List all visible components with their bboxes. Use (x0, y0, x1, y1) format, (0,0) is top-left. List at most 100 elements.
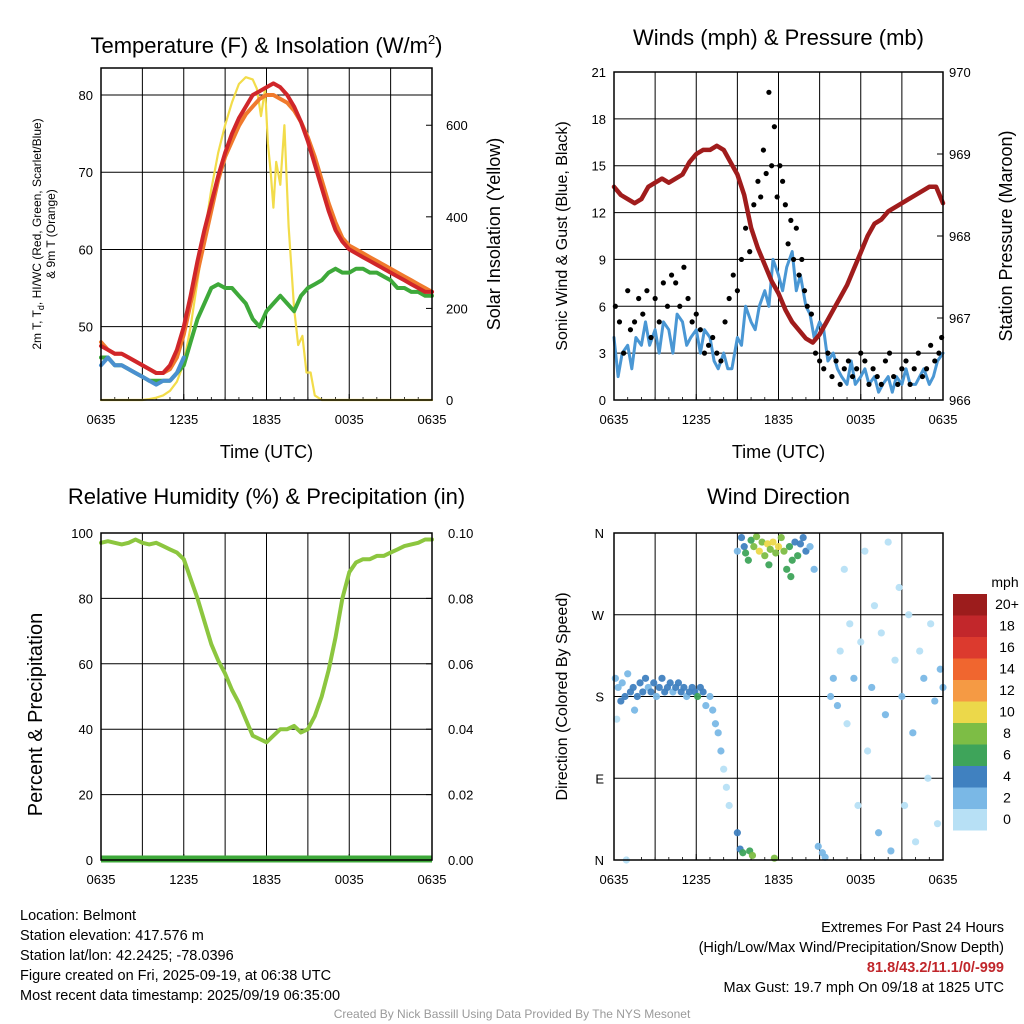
direction-point (772, 549, 780, 557)
x-tick-label: 1235 (682, 412, 711, 427)
legend-label: 20+ (995, 596, 1019, 612)
direction-point (881, 711, 890, 719)
direction-point (624, 670, 632, 678)
gust-point (738, 256, 745, 263)
direction-point (650, 679, 658, 687)
gust-point (804, 303, 810, 309)
elevation-text: Station elevation: 417.576 m (20, 928, 204, 944)
x-tick-label: 1235 (169, 872, 198, 887)
direction-point (780, 547, 788, 555)
gust-point (858, 350, 864, 356)
gust-point (766, 89, 772, 95)
gust-point (689, 319, 695, 325)
gust-point (771, 124, 777, 130)
direction-point (699, 688, 707, 696)
x-axis-label: Time (UTC) (732, 442, 825, 462)
x-tick-label: 0635 (600, 872, 629, 887)
gust-point (747, 249, 753, 255)
plot-border (100, 67, 433, 401)
x-tick-label: 0635 (418, 872, 447, 887)
gust-point (701, 350, 708, 356)
direction-point (850, 674, 858, 682)
direction-point (641, 674, 650, 682)
direction-point (636, 679, 644, 687)
gust-point (874, 373, 880, 380)
gust-point (673, 280, 679, 286)
y-tick-label: 80 (79, 88, 93, 103)
gust-point (714, 350, 720, 356)
humidity-precip-panel: 0635 1235 1835 0035 0635 0 20 40 60 80 100 0.00 0.02… (25, 484, 473, 887)
gust-point (907, 381, 913, 387)
y-tick-label: S (595, 690, 604, 705)
gust-point (817, 358, 823, 364)
direction-point (769, 538, 777, 546)
y-tick-label: 60 (79, 242, 93, 257)
direction-point (761, 552, 769, 560)
direction-point (791, 538, 799, 546)
legend-label: 2 (1003, 790, 1011, 806)
chart-title-end: ) (435, 33, 442, 58)
y-axis-label: Percent & Precipitation (25, 613, 47, 816)
x-tick-label: 0035 (335, 412, 364, 427)
direction-point (794, 552, 802, 560)
y-tick-label: 18 (592, 112, 606, 127)
gust-point (636, 295, 642, 302)
direction-point (747, 536, 755, 544)
wind-pressure-panel: 0635 1235 1835 0035 0635 0 3 6 9 12 15 18 21 966 967 96… (554, 25, 1016, 462)
direction-point (861, 547, 869, 555)
direction-point (752, 533, 761, 541)
direction-point (717, 747, 725, 755)
series-line-t (99, 81, 434, 375)
legend-swatch (953, 615, 987, 637)
x-tick-label: 0635 (929, 872, 958, 887)
y-axis-label: Sonic Wind & Gust (Blue, Black) (554, 121, 571, 350)
gust-point (812, 350, 819, 356)
gust-point (769, 163, 775, 169)
gust-point (829, 373, 835, 380)
gust-point (911, 366, 917, 372)
direction-point (674, 679, 683, 687)
direction-point (613, 715, 621, 723)
y2-tick-label: 966 (949, 393, 971, 408)
series-line-td (99, 266, 434, 383)
gust-point (760, 147, 767, 153)
gust-point (808, 311, 815, 317)
gust-point (697, 327, 703, 333)
y2-tick-label: 968 (949, 229, 971, 244)
gust-point (932, 358, 938, 364)
legend-swatch (953, 594, 987, 616)
gust-point (854, 366, 860, 372)
gust-point (891, 373, 897, 380)
direction-point (633, 692, 641, 701)
gust-point (681, 264, 687, 270)
temperature-panel: 0635 1235 1835 0035 0635 50 60 70 80 0 200 400 600 Te… (30, 32, 504, 462)
legend-swatch (953, 787, 987, 809)
gust-point (841, 366, 847, 372)
extremes-values: 81.8/43.2/11.1/0/-999 (866, 960, 1004, 976)
direction-point (836, 647, 844, 655)
legend-label: 4 (1003, 768, 1011, 784)
direction-point (639, 688, 647, 696)
direction-point (720, 765, 728, 773)
direction-point (936, 665, 944, 673)
plot-border (100, 532, 433, 861)
direction-point (658, 674, 666, 682)
gust-point (919, 373, 926, 380)
x-tick-label: 0635 (87, 412, 116, 427)
direction-point (868, 683, 876, 692)
gust-point (790, 256, 797, 263)
gust-point (656, 319, 662, 325)
legend-swatch (953, 766, 987, 788)
chart-title: Winds (mph) & Pressure (mb) (633, 25, 924, 50)
gust-point (648, 334, 654, 341)
legend-label: 18 (999, 618, 1015, 634)
max-gust-text: Max Gust: 19.7 mph On 09/18 at 1825 UTC (723, 980, 1004, 996)
direction-point (733, 829, 741, 837)
direction-point (765, 561, 773, 569)
gust-point (845, 358, 852, 364)
y-axis-label-part: , HI/WC (Red, Green, Scarlet/Blue) (30, 118, 44, 305)
legend-swatch (953, 680, 987, 702)
direction-point (901, 801, 909, 810)
direction-point (898, 692, 906, 701)
